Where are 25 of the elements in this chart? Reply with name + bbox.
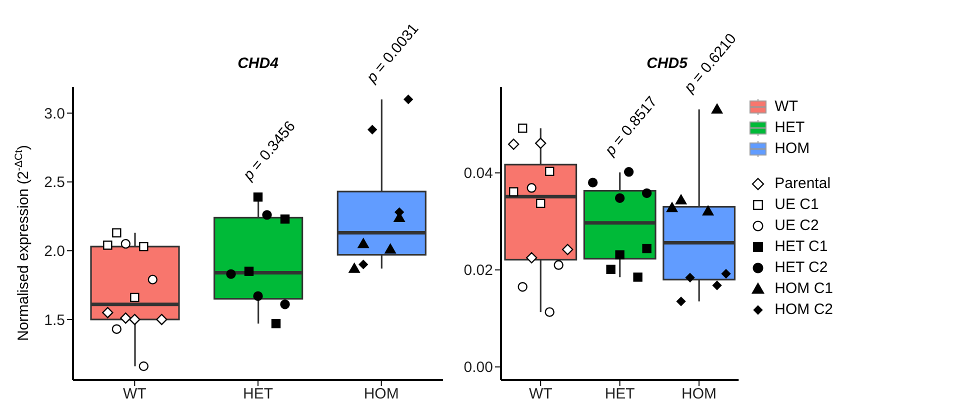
y-tick-label: 1.5	[44, 312, 65, 329]
category-label: HOM	[774, 140, 810, 157]
legend-label: HET C2	[774, 259, 828, 276]
y-tick-label: 2.5	[44, 174, 65, 192]
legend-label: UE C2	[774, 217, 819, 234]
y-tick-label: 0.02	[464, 262, 493, 280]
x-tick-label: HOM	[682, 386, 717, 403]
chart-title: CHD4	[238, 55, 280, 72]
chart-title: CHD5	[646, 55, 688, 72]
x-tick-label: WT	[528, 386, 552, 403]
legend-label: HOM C2	[774, 301, 833, 318]
legend-label: UE C1	[774, 196, 819, 213]
y-tick-label: 0.00	[464, 359, 493, 376]
legend-label: Parental	[774, 175, 831, 192]
category-label: WT	[774, 98, 798, 115]
x-tick-label: HET	[243, 386, 273, 403]
y-tick-label: 3.0	[44, 105, 65, 122]
x-tick-label: HET	[604, 386, 635, 403]
legend-label: HET C1	[774, 238, 828, 255]
x-tick-label: WT	[123, 386, 146, 403]
y-tick-label: 0.04	[464, 165, 493, 182]
y-tick-label: 2.0	[44, 243, 65, 260]
x-tick-label: HOM	[364, 386, 399, 403]
legend-label: HOM C1	[774, 280, 833, 297]
category-label: HET	[774, 119, 805, 136]
